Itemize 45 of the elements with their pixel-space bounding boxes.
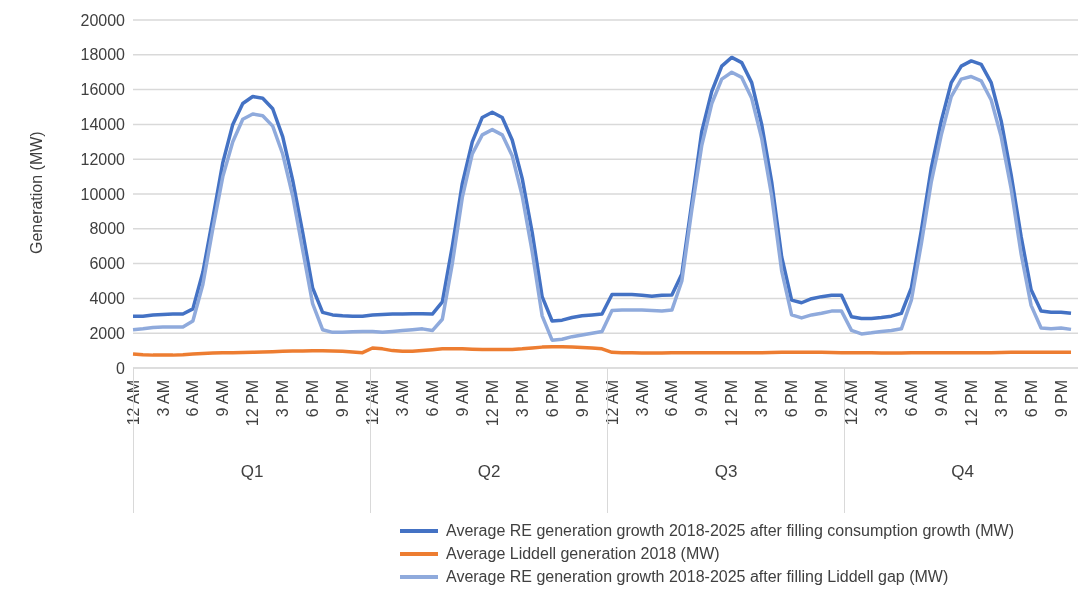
x-tick-label: 6 PM <box>543 380 561 418</box>
x-tick-label: 12 PM <box>244 380 262 427</box>
x-tick-label: 9 PM <box>813 380 831 418</box>
legend-label: Average Liddell generation 2018 (MW) <box>446 543 720 564</box>
y-tick-label: 0 <box>116 359 126 377</box>
x-tick-label: 3 PM <box>753 380 771 418</box>
x-tick-label: 9 PM <box>573 380 591 418</box>
y-tick-label: 10000 <box>80 185 126 203</box>
x-tick-label: 3 PM <box>513 380 531 418</box>
x-tick-label: 9 AM <box>932 380 950 417</box>
line-series <box>131 345 1073 357</box>
x-tick-label: 6 AM <box>902 380 920 417</box>
x-tick-label: 3 AM <box>633 380 651 417</box>
y-tick-label: 14000 <box>80 116 126 134</box>
x-tick-label: 3 AM <box>154 380 172 417</box>
x-tick-label: 12 PM <box>483 380 501 427</box>
x-tick-label: 3 AM <box>394 380 412 417</box>
x-tick-label: 3 PM <box>992 380 1010 418</box>
legend-label: Average RE generation growth 2018-2025 after filling Liddell gap (MW) <box>446 566 949 587</box>
y-tick-label: 20000 <box>80 11 126 29</box>
x-tick-label: 6 PM <box>304 380 322 418</box>
y-tick-label: 8000 <box>89 220 126 238</box>
x-tick-label: 6 AM <box>423 380 441 417</box>
x-tick-label: 9 AM <box>693 380 711 417</box>
y-tick-label: 6000 <box>89 255 126 273</box>
x-tick-label: 6 AM <box>184 380 202 417</box>
x-tick-label: 3 PM <box>274 380 292 418</box>
x-tick-label: 12 PM <box>962 380 980 427</box>
x-tick-label: 6 AM <box>663 380 681 417</box>
x-tick-label: 12 AM <box>843 380 861 426</box>
x-tick-label: 9 PM <box>334 380 352 418</box>
y-axis-title: Generation (MW) <box>27 131 45 254</box>
x-tick-label: 6 PM <box>783 380 801 418</box>
y-tick-label: 4000 <box>89 290 126 308</box>
x-tick-label: 6 PM <box>1022 380 1040 418</box>
x-tick-label: 3 AM <box>873 380 891 417</box>
y-tick-label: 2000 <box>89 324 126 342</box>
legend-label: Average RE generation growth 2018-2025 after filling consumption growth (MW) <box>446 520 1014 541</box>
x-tick-label: 9 PM <box>1052 380 1070 418</box>
y-tick-label: 16000 <box>80 81 126 99</box>
y-tick-label: 12000 <box>80 150 126 168</box>
x-tick-label: 9 AM <box>214 380 232 417</box>
x-tick-label: 9 AM <box>453 380 471 417</box>
x-tick-label: 12 PM <box>723 380 741 427</box>
y-tick-label: 18000 <box>80 46 126 64</box>
